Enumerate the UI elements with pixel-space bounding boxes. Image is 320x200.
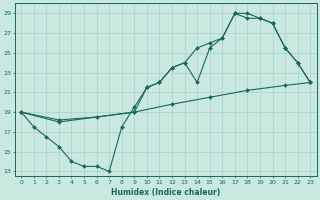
X-axis label: Humidex (Indice chaleur): Humidex (Indice chaleur) xyxy=(111,188,220,197)
